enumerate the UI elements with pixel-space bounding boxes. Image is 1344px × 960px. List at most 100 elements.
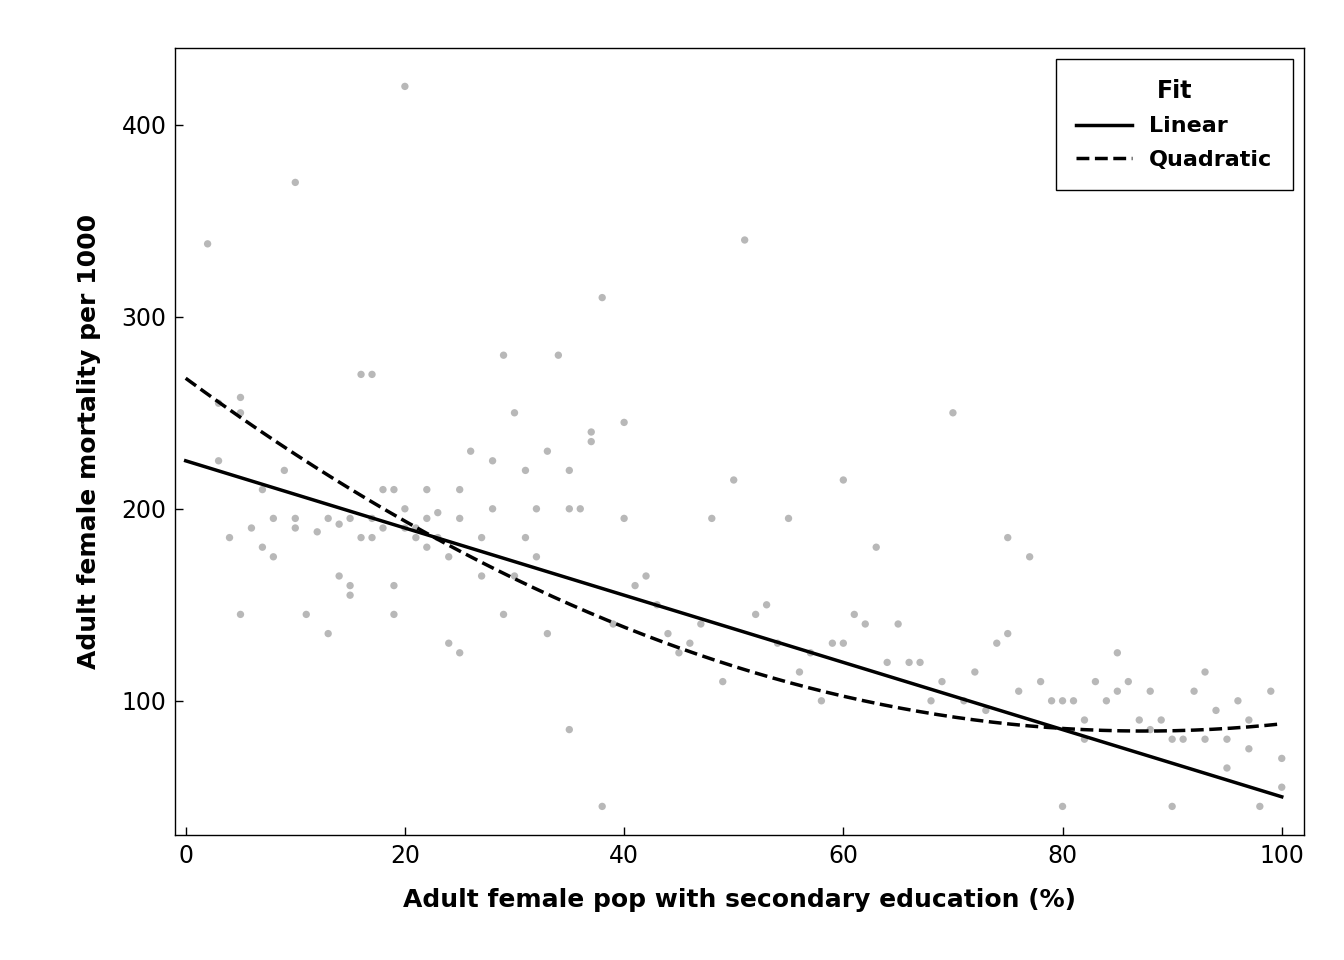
Point [723, 472, 745, 488]
Point [362, 530, 383, 545]
Point [328, 516, 349, 532]
Point [625, 578, 646, 593]
Point [986, 636, 1008, 651]
Point [559, 463, 581, 478]
Point [1206, 703, 1227, 718]
Point [887, 616, 909, 632]
Point [230, 390, 251, 405]
Point [515, 530, 536, 545]
Point [931, 674, 953, 689]
Point [351, 367, 372, 382]
Point [570, 501, 591, 516]
Point [1227, 693, 1249, 708]
Point [449, 511, 470, 526]
Point [296, 607, 317, 622]
Point [504, 568, 526, 584]
Point [493, 607, 515, 622]
Point [876, 655, 898, 670]
Point [251, 482, 273, 497]
Point [602, 616, 624, 632]
Point [702, 511, 723, 526]
Point [196, 236, 218, 252]
Point [470, 530, 492, 545]
Point [1261, 684, 1282, 699]
Point [1195, 664, 1216, 680]
Point [470, 568, 492, 584]
Point [778, 511, 800, 526]
Point [317, 626, 339, 641]
Point [898, 655, 919, 670]
Point [230, 607, 251, 622]
Point [526, 549, 547, 564]
Point [942, 405, 964, 420]
Point [832, 636, 853, 651]
Point [449, 645, 470, 660]
Point [285, 175, 306, 190]
Point [591, 799, 613, 814]
Point [339, 578, 360, 593]
Point [613, 415, 634, 430]
Point [1106, 684, 1128, 699]
Point [1183, 684, 1204, 699]
Point [800, 645, 821, 660]
Point [394, 520, 415, 536]
Point [821, 636, 843, 651]
Point [482, 501, 504, 516]
Point [646, 597, 668, 612]
Point [1095, 693, 1117, 708]
Y-axis label: Adult female mortality per 1000: Adult female mortality per 1000 [77, 214, 101, 669]
Point [383, 607, 405, 622]
Point [438, 549, 460, 564]
Point [657, 626, 679, 641]
Point [394, 501, 415, 516]
Point [394, 79, 415, 94]
Point [1161, 799, 1183, 814]
Point [306, 524, 328, 540]
Point [417, 540, 438, 555]
Point [755, 597, 777, 612]
Point [767, 636, 789, 651]
Point [383, 578, 405, 593]
Point [1074, 732, 1095, 747]
Point [974, 703, 996, 718]
Point [1195, 732, 1216, 747]
Point [317, 511, 339, 526]
Point [262, 511, 284, 526]
Point [1085, 674, 1106, 689]
Point [208, 453, 230, 468]
Point [910, 655, 931, 670]
Point [1030, 674, 1051, 689]
Point [1074, 712, 1095, 728]
Point [362, 511, 383, 526]
Point [208, 396, 230, 411]
Point [1161, 732, 1183, 747]
X-axis label: Adult female pop with secondary education (%): Adult female pop with secondary educatio… [403, 888, 1075, 912]
Point [734, 232, 755, 248]
Legend: Linear, Quadratic: Linear, Quadratic [1056, 60, 1293, 190]
Point [427, 530, 449, 545]
Point [219, 530, 241, 545]
Point [417, 511, 438, 526]
Point [559, 722, 581, 737]
Point [482, 453, 504, 468]
Point [1249, 799, 1270, 814]
Point [405, 530, 426, 545]
Point [866, 540, 887, 555]
Point [559, 501, 581, 516]
Point [405, 520, 426, 536]
Point [1172, 732, 1193, 747]
Point [241, 520, 262, 536]
Point [810, 693, 832, 708]
Point [328, 568, 349, 584]
Point [383, 482, 405, 497]
Point [547, 348, 569, 363]
Point [1129, 712, 1150, 728]
Point [789, 664, 810, 680]
Point [372, 482, 394, 497]
Point [953, 693, 974, 708]
Point [536, 626, 558, 641]
Point [526, 501, 547, 516]
Point [1118, 674, 1140, 689]
Point [581, 434, 602, 449]
Point [1106, 645, 1128, 660]
